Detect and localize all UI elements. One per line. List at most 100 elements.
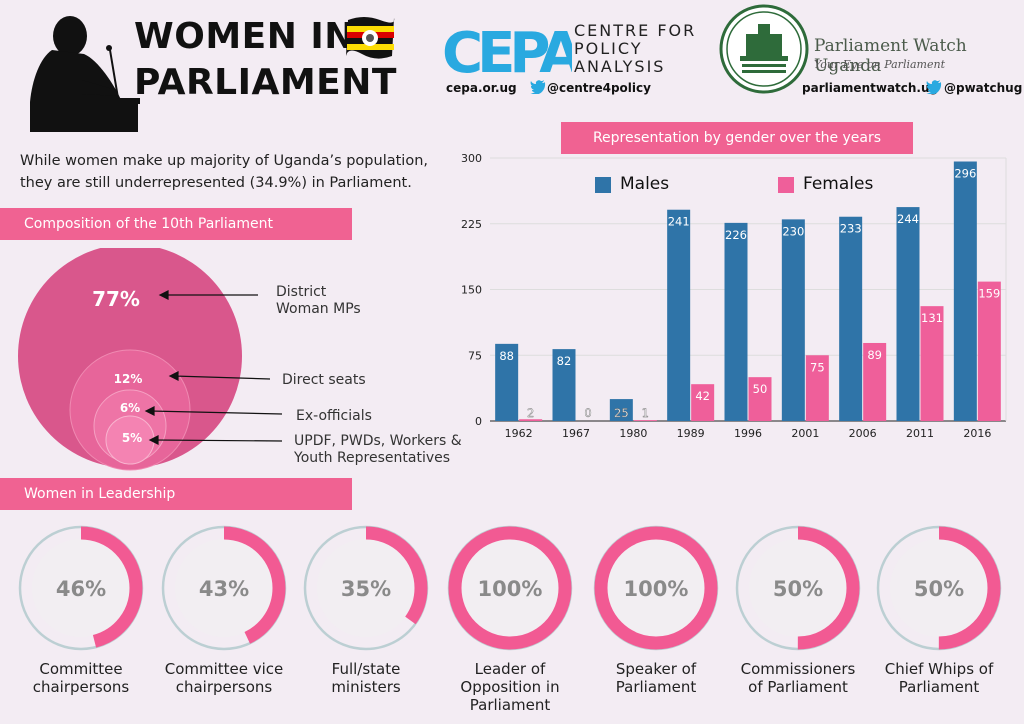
arrow-direct-seats: [173, 375, 271, 380]
cepa-logo-c: CEPA: [442, 22, 572, 78]
progress-ring: 35%: [303, 525, 429, 651]
x-tick-label: 2016: [963, 427, 991, 440]
parliament-watch-twitter-link[interactable]: @pwatchug: [944, 81, 1023, 95]
y-tick-label: 225: [461, 218, 482, 231]
bar-females-2006: [863, 342, 887, 421]
speaker-silhouette-icon: [30, 16, 140, 132]
legend-females-swatch: [778, 177, 794, 193]
label-district-woman-mps-line-2: Woman MPs: [276, 301, 361, 317]
leadership-item: 50% Chief Whips of Parliament: [864, 524, 1014, 696]
ring-percentage: 100%: [624, 577, 689, 601]
x-tick-label: 2006: [849, 427, 877, 440]
bar-males-1980: [609, 399, 633, 421]
leadership-item: 50% Commissioners of Parliament: [723, 524, 873, 696]
data-label-females-2001: 75: [810, 360, 825, 374]
ring-label: Committee chairpersons: [6, 660, 156, 696]
arrow-updf-pwds: [153, 439, 283, 442]
bar-males-1989: [667, 209, 691, 421]
bar-females-1980: [633, 420, 657, 421]
page-title: WOMEN IN PARLIAMENT: [134, 14, 397, 106]
cepa-site-link[interactable]: cepa.or.ug: [446, 81, 517, 95]
bar-males-2006: [839, 216, 863, 421]
x-tick-label: 2001: [791, 427, 819, 440]
data-label-males-1996: 226: [725, 228, 747, 242]
data-label-males-1967: 82: [557, 354, 572, 368]
intro-line-2: they are still underrepresented (34.9%) …: [20, 175, 412, 191]
cepa-logo: CEPA: [442, 22, 572, 78]
chart-title: Representation by gender over the years: [561, 122, 913, 154]
data-label-males-1980: 25: [614, 406, 629, 420]
ring-fill: [448, 526, 572, 650]
cepa-twitter-link[interactable]: @centre4policy: [547, 81, 651, 95]
ring-label-line: ministers: [331, 678, 401, 696]
ring-center: [317, 539, 415, 637]
pct-updf-pwds: 5%: [122, 431, 142, 445]
ring-label-line: chairpersons: [175, 678, 273, 696]
ring-center: [175, 539, 273, 637]
intro-text: While women make up majority of Uganda’s…: [20, 150, 430, 194]
ring-fill: [304, 526, 428, 650]
intro-line-1: While women make up majority of Uganda’s…: [20, 153, 428, 169]
progress-ring: 100%: [447, 525, 573, 651]
ring-label: Commissioners of Parliament: [723, 660, 873, 696]
label-updf-pwds-line-1: UPDF, PWDs, Workers &: [294, 433, 462, 449]
ring-percentage: 43%: [199, 577, 249, 601]
ring-label: Full/state ministers: [291, 660, 441, 696]
cepa-name-line-1: CENTRE FOR: [574, 21, 697, 40]
ring-label-line: of Parliament: [748, 678, 848, 696]
y-tick-label: 300: [461, 152, 482, 165]
data-label-males-2011: 244: [897, 212, 919, 226]
bar-males-2001: [781, 219, 805, 421]
progress-ring: 46%: [18, 525, 144, 651]
parliament-watch-site-link[interactable]: parliamentwatch.ug: [802, 81, 939, 95]
ring-label-line: Parliament: [469, 696, 551, 714]
pct-direct-seats: 12%: [114, 372, 143, 386]
ring-label-line: Parliament: [898, 678, 980, 696]
leadership-item: 46% Committee chairpersons: [6, 524, 156, 696]
label-updf-pwds-line-2: Youth Representatives: [294, 450, 451, 466]
x-tick-label: 1989: [677, 427, 705, 440]
data-label-females-2011: 131: [921, 311, 943, 325]
ring-label-line: Parliament: [615, 678, 697, 696]
title-line-1: WOMEN IN: [134, 16, 355, 57]
leadership-item: 43% Committee vice chairpersons: [149, 524, 299, 696]
pct-ex-officials: 6%: [120, 401, 140, 415]
cepa-name-line-3: ANALYSIS: [574, 57, 666, 76]
ring-center: [461, 539, 559, 637]
y-tick-label: 75: [468, 349, 482, 362]
cepa-name: CENTRE FOR POLICY ANALYSIS: [574, 22, 696, 76]
parliament-watch-name: Parliament Watch Uganda: [814, 36, 967, 76]
progress-ring: 43%: [161, 525, 287, 651]
data-label-males-1962: 88: [499, 349, 514, 363]
bar-males-1962: [495, 343, 519, 421]
ring-fill: [736, 526, 860, 650]
ring-center: [890, 539, 988, 637]
parliament-watch-logo: [719, 4, 809, 94]
ring-percentage: 100%: [478, 577, 543, 601]
data-label-females-1967: 0: [584, 406, 591, 420]
legend-females-label: Females: [803, 174, 874, 194]
ring-fill: [594, 526, 718, 650]
bar-males-2016: [953, 161, 977, 422]
ring-label-line: Chief Whips of: [884, 660, 994, 678]
bar-females-2001: [805, 355, 829, 421]
ring-label: Leader of Opposition in Parliament: [435, 660, 585, 714]
data-label-males-2006: 233: [840, 222, 862, 236]
ring-center: [607, 539, 705, 637]
composition-section-title: Composition of the 10th Parliament: [0, 208, 352, 240]
ring-label-line: Speaker of: [615, 660, 697, 678]
ring-fill: [877, 526, 1001, 650]
leadership-item: 35% Full/state ministers: [291, 524, 441, 696]
leadership-item: 100% Leader of Opposition in Parliament: [435, 524, 585, 714]
data-label-males-1989: 241: [668, 215, 690, 229]
bar-males-2011: [896, 207, 920, 421]
legend-males-label: Males: [620, 174, 670, 194]
ring-label: Speaker of Parliament: [581, 660, 731, 696]
ring-label-line: Commissioners: [740, 660, 856, 678]
data-label-females-1996: 50: [753, 382, 768, 396]
leadership-item: 100% Speaker of Parliament: [581, 524, 731, 696]
legend-males-swatch: [595, 177, 611, 193]
x-tick-label: 1967: [562, 427, 590, 440]
ring-percentage: 50%: [914, 577, 964, 601]
label-district-woman-mps-line-1: District: [276, 284, 327, 300]
